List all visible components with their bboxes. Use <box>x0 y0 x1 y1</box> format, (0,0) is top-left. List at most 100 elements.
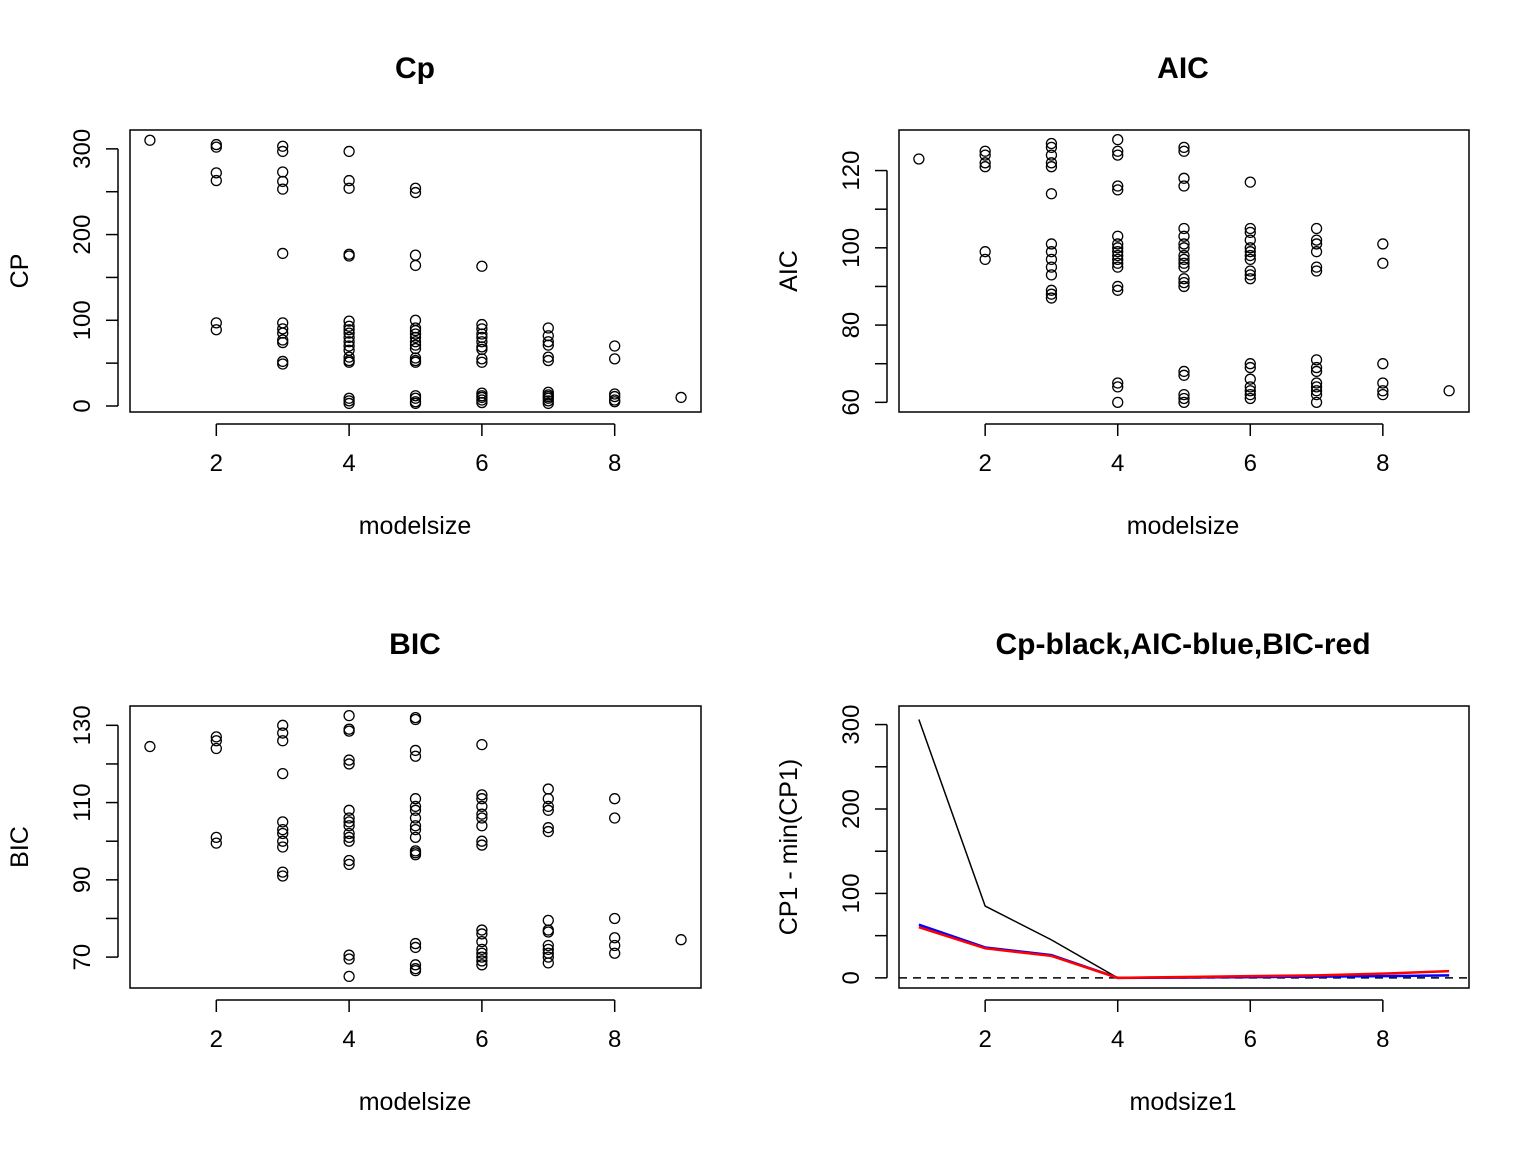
data-point <box>609 932 621 944</box>
data-point <box>1045 284 1058 296</box>
data-point <box>1178 261 1190 273</box>
y-tick-label: 70 <box>69 944 96 971</box>
data-point <box>343 949 355 961</box>
data-point <box>1310 261 1323 273</box>
y-tick-label: 300 <box>69 129 96 169</box>
data-point <box>1112 149 1124 161</box>
data-point <box>409 831 422 843</box>
data-point <box>1244 176 1256 188</box>
data-point <box>979 161 991 173</box>
data-point <box>343 340 355 352</box>
x-tick-label: 6 <box>475 450 488 477</box>
data-point <box>409 713 422 726</box>
data-point <box>409 964 422 977</box>
data-point <box>476 839 488 851</box>
data-point <box>1112 180 1124 192</box>
plot-frame <box>129 705 702 989</box>
panel-title: BIC <box>389 628 441 661</box>
panel-combined: Cp-black,AIC-blue,BIC-red modsize1 CP1 -… <box>775 628 1470 1116</box>
data-point <box>1112 396 1124 408</box>
data-point <box>277 323 289 335</box>
data-point <box>343 858 355 871</box>
panel-aic: AIC modelsize AIC 2 4 6 8 60 80 100 120 <box>775 52 1470 540</box>
data-point <box>210 831 222 843</box>
data-point <box>1244 246 1256 258</box>
data-point <box>1045 141 1058 154</box>
data-point <box>1178 273 1190 285</box>
data-point <box>277 767 289 780</box>
data-point <box>144 134 156 146</box>
data-point <box>1310 396 1323 408</box>
data-point <box>1045 157 1058 169</box>
data-point <box>409 397 422 410</box>
data-point <box>210 141 222 153</box>
data-point <box>343 831 355 843</box>
x-tick-label: 4 <box>342 1026 355 1053</box>
data-point <box>210 317 222 329</box>
data-point <box>1310 385 1323 397</box>
data-point <box>277 247 289 260</box>
data-point <box>476 951 488 963</box>
data-point <box>1112 249 1124 262</box>
data-point <box>210 324 222 336</box>
data-point <box>1045 261 1058 273</box>
data-point <box>409 356 422 368</box>
y-tick-label: 100 <box>838 228 865 268</box>
data-point <box>1112 253 1124 266</box>
data-point <box>1112 377 1124 389</box>
data-point <box>343 970 355 983</box>
data-point <box>1310 246 1323 258</box>
data-point <box>277 727 289 739</box>
data-point <box>1178 388 1190 401</box>
data-point <box>409 820 422 832</box>
panel-bic: BIC modelsize BIC 2 4 6 8 70 90 110 130 <box>6 628 702 1116</box>
data-point <box>343 725 355 737</box>
data-point <box>343 397 355 410</box>
data-point <box>343 324 355 336</box>
data-point <box>675 934 687 946</box>
y-tick-label: 90 <box>69 866 96 893</box>
plot-frame <box>898 129 1470 413</box>
panel-title: Cp-black,AIC-blue,BIC-red <box>995 628 1370 661</box>
x-axis-label: modelsize <box>1127 512 1240 540</box>
data-point <box>343 835 355 847</box>
data-point <box>343 250 355 262</box>
data-point <box>1178 242 1190 254</box>
data-point <box>542 322 554 334</box>
data-point <box>210 837 222 849</box>
panel-title: AIC <box>1157 52 1209 85</box>
data-point <box>1310 265 1323 277</box>
data-point <box>1377 358 1389 370</box>
data-point <box>1377 385 1389 397</box>
data-point <box>409 849 422 861</box>
data-point <box>1244 392 1256 405</box>
data-point <box>542 943 554 956</box>
data-point <box>1244 226 1256 239</box>
data-point <box>542 336 554 348</box>
y-tick-label: 200 <box>838 789 865 829</box>
y-tick-label: 120 <box>838 151 865 191</box>
y-tick-label: 0 <box>69 399 96 412</box>
data-point <box>1244 361 1256 374</box>
data-point <box>343 710 355 722</box>
data-point <box>1310 381 1323 393</box>
y-tick-label: 80 <box>838 312 865 339</box>
data-point <box>1112 230 1124 242</box>
data-point <box>343 820 355 832</box>
data-point <box>476 924 488 936</box>
data-point <box>409 328 422 340</box>
data-point <box>409 823 422 836</box>
data-point <box>277 866 289 878</box>
x-tick-label: 4 <box>342 450 355 477</box>
data-point <box>542 351 554 363</box>
data-point <box>1178 230 1190 242</box>
data-point <box>343 854 355 867</box>
data-point <box>1178 257 1190 269</box>
data-point <box>1244 385 1256 397</box>
x-tick-label: 2 <box>978 450 991 477</box>
x-tick-label: 2 <box>978 1026 991 1053</box>
data-point <box>409 336 422 348</box>
data-point <box>1244 249 1256 262</box>
